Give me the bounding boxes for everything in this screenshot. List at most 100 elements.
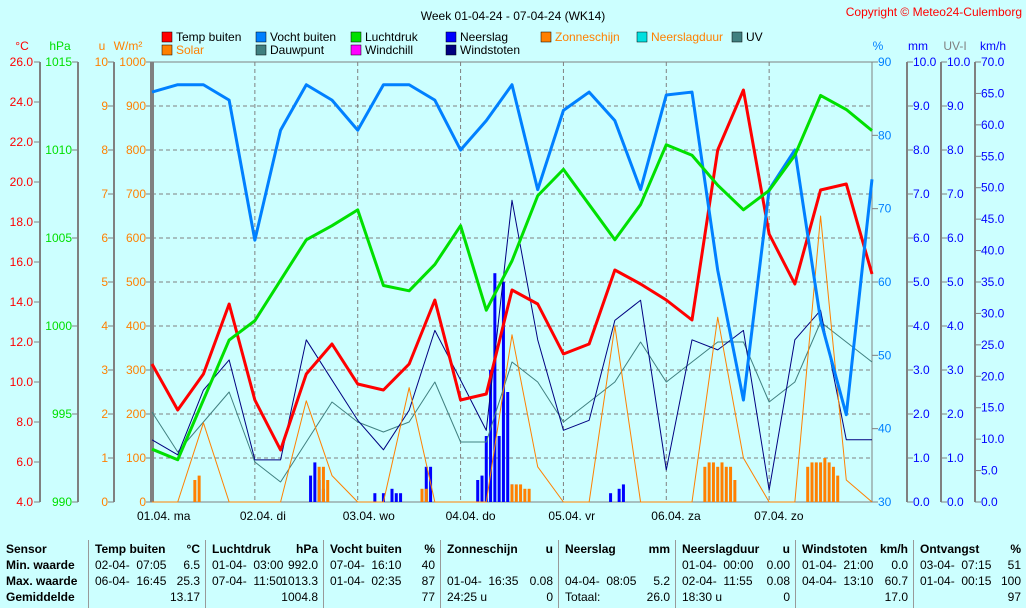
table-cell-row: 02-04- 11:55 0.08 — [682, 574, 790, 590]
axis-unit-wind: km/h — [980, 39, 1006, 53]
table-cell-row: 06-04- 16:45 25.3 — [95, 574, 200, 590]
axis-tick-label-humidity: 50 — [878, 348, 892, 362]
cell-value: 0.0 — [891, 558, 908, 572]
axis-tick-label-temp: 26.0 — [10, 55, 34, 69]
axis-tick-label-temp: 10.0 — [10, 375, 34, 389]
axis-tick-label-wind: 55.0 — [981, 149, 1005, 163]
legend-label: Neerslag — [460, 30, 508, 44]
axis-tick-label-uv: 0.0 — [947, 495, 964, 509]
bar-neerslag — [399, 493, 403, 502]
chart-title: Week 01-04-24 - 07-04-24 (WK14) — [421, 9, 606, 23]
axis-tick-label-wind: 60.0 — [981, 118, 1005, 132]
bar-neerslag — [484, 436, 488, 502]
table-cell-row — [447, 558, 553, 574]
cell-value: 0.08 — [766, 574, 790, 588]
table-header: Luchtdruk hPa — [212, 542, 318, 558]
legend-label: Vocht buiten — [270, 30, 336, 44]
series-vocht-buiten — [151, 83, 874, 417]
cell-value: % — [1010, 542, 1021, 556]
table-header: Vocht buiten% — [330, 542, 435, 558]
cell-label: Max. waarde — [6, 574, 78, 588]
cell-label: Windstoten — [802, 542, 868, 556]
legend-label: Luchtdruk — [365, 30, 419, 44]
axis-tick-label-temp: 18.0 — [10, 215, 34, 229]
bar-zonneschijn — [836, 475, 840, 502]
bar-zonneschijn — [733, 480, 737, 502]
cell-value: 5.2 — [653, 574, 670, 588]
bar-neerslag — [424, 466, 428, 502]
cell-value: u — [782, 542, 790, 556]
cell-label: 01-04- 00:00 — [682, 558, 754, 572]
cell-label: Min. waarde — [6, 558, 75, 572]
axis-tick-label-temp: 14.0 — [10, 295, 34, 309]
cell-value: 17.0 — [884, 590, 908, 604]
bar-zonneschijn — [720, 462, 724, 502]
table-column: Sensor Min. waarde Max. waarde Gemiddelde — [0, 540, 88, 608]
axis-tick-label-rain: 10.0 — [913, 55, 937, 69]
cell-value: 992.0 — [287, 558, 318, 572]
series-dauwpunt — [151, 321, 873, 483]
cell-value: 87 — [421, 574, 435, 588]
bar-neerslag — [617, 488, 621, 502]
axis-tick-label-rain: 0.0 — [913, 495, 930, 509]
table-header: Windstoten km/h — [802, 542, 908, 558]
table-cell-row: 01-04- 00:15 100 — [920, 574, 1021, 590]
axis-tick-label-sun: 4 — [101, 319, 108, 333]
axis-tick-label-humidity: 60 — [878, 275, 892, 289]
table-cell-row: 77 — [330, 590, 435, 606]
table-column: Neerslagduur u 01-04- 00:00 0.00 02-04- 11:5… — [675, 540, 796, 608]
axis-tick-label-uv: 5.0 — [947, 275, 964, 289]
table-cell-row: 1004.8 — [212, 590, 318, 606]
axis-unit-sun: u — [99, 39, 106, 53]
axis-unit-rain: mm — [908, 39, 928, 53]
axis-tick-label-temp: 20.0 — [10, 175, 34, 189]
table-cell-row: Min. waarde — [6, 558, 82, 574]
axis-tick-label-uv: 9.0 — [947, 99, 964, 113]
axis-tick-label-humidity: 40 — [878, 422, 892, 436]
cell-label: Vocht buiten — [330, 542, 402, 556]
table-column: Vocht buiten% 07-04- 16:10 40 01-04- 02:35 8… — [323, 540, 441, 608]
cell-value: °C — [186, 542, 200, 556]
axis-tick-label-wind: 35.0 — [981, 275, 1005, 289]
axis-tick-label-rain: 2.0 — [913, 407, 930, 421]
axis-tick-label-uv: 7.0 — [947, 187, 964, 201]
bar-neerslag — [394, 493, 398, 502]
copyright: Copyright © Meteo24-Culemborg — [846, 5, 1022, 19]
bar-zonneschijn — [510, 484, 514, 502]
axis-tick-label-sun: 6 — [101, 231, 108, 245]
chart-canvas: Week 01-04-24 - 07-04-24 (WK14) Copyright… — [10, 5, 1022, 523]
axis-tick-label-rain: 7.0 — [913, 187, 930, 201]
bar-neerslag — [390, 488, 394, 502]
axis-tick-label-uv: 6.0 — [947, 231, 964, 245]
series-luchtdruk — [151, 93, 873, 462]
axis-unit-pressure: hPa — [49, 39, 71, 53]
table-header: Zonneschijn u — [447, 542, 553, 558]
bar-zonneschijn — [711, 462, 715, 502]
bar-neerslag — [489, 370, 493, 502]
table-cell-row: 18:30 u 0 — [682, 590, 790, 606]
bar-neerslag — [609, 493, 613, 502]
axis-tick-label-solar: 300 — [126, 363, 146, 377]
axis-tick-label-uv: 1.0 — [947, 451, 964, 465]
x-tick-label: 06.04. za — [651, 509, 701, 523]
cell-label: 01-04- 16:35 — [447, 574, 519, 588]
bar-zonneschijn — [519, 484, 523, 502]
bar-zonneschijn — [523, 488, 527, 502]
axis-tick-label-wind: 45.0 — [981, 212, 1005, 226]
cell-value: 60.7 — [884, 574, 908, 588]
axis-unit-humidity: % — [873, 39, 884, 53]
legend-label: Zonneschijn — [555, 30, 620, 44]
table-header: Temp buiten °C — [95, 542, 200, 558]
axis-tick-label-rain: 4.0 — [913, 319, 930, 333]
bar-zonneschijn — [321, 466, 325, 502]
axis-tick-label-sun: 9 — [101, 99, 108, 113]
bar-zonneschijn — [707, 462, 711, 502]
axis-tick-label-sun: 10 — [95, 55, 109, 69]
axis-tick-label-rain: 1.0 — [913, 451, 930, 465]
table-cell-row: 01-04- 02:35 87 — [330, 574, 435, 590]
cell-label: 04-04- 13:10 — [802, 574, 874, 588]
axis-tick-label-solar: 100 — [126, 451, 146, 465]
legend-swatch — [255, 31, 267, 43]
bar-zonneschijn — [810, 462, 814, 502]
